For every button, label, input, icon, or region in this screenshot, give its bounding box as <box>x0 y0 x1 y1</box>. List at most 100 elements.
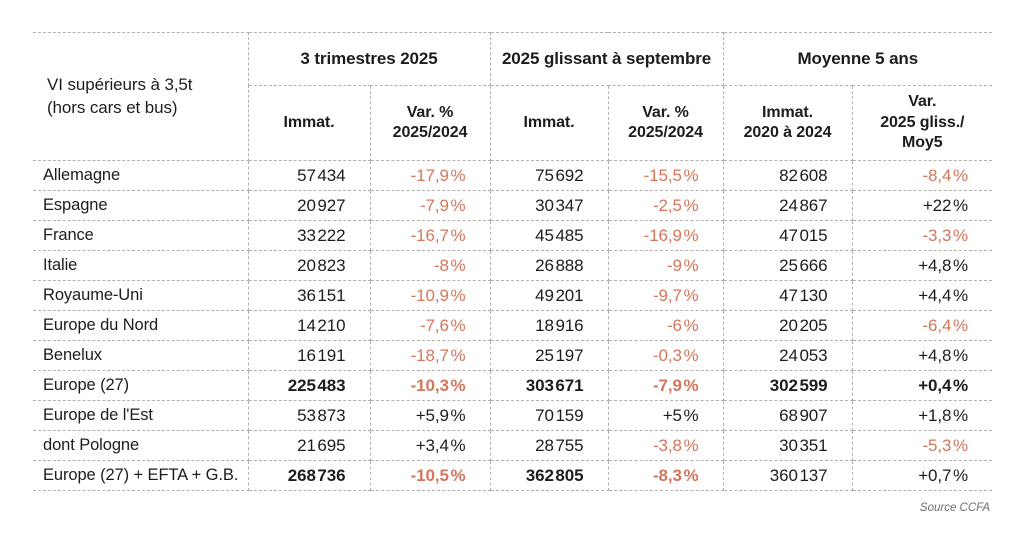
row-value: 268 736 <box>247 460 371 491</box>
row-value: 75 692 <box>489 160 609 191</box>
table-corner-label: VI supérieurs à 3,5t (hors cars et bus) <box>33 32 249 161</box>
row-value: 16 191 <box>247 340 371 371</box>
row-value: 225 483 <box>247 370 371 401</box>
table-row: Europe du Nord 14 210 -7,6 % 18 916 -6 %… <box>33 310 993 341</box>
row-label: dont Pologne <box>33 430 249 461</box>
row-value: +4,8 % <box>851 250 993 281</box>
row-value: -2,5 % <box>607 190 724 221</box>
table-body: Allemagne 57 434 -17,9 % 75 692 -15,5 % … <box>33 160 993 491</box>
table-row: Europe (27) 225 483 -10,3 % 303 671 -7,9… <box>33 370 993 401</box>
row-value: 30 347 <box>489 190 609 221</box>
col-group-moyenne-5-ans: Moyenne 5 ans <box>722 32 993 86</box>
row-value: -7,9 % <box>607 370 724 401</box>
table-row: Europe (27) + EFTA + G.B. 268 736 -10,5 … <box>33 460 993 491</box>
row-value: -10,9 % <box>369 280 491 311</box>
row-value: -8 % <box>369 250 491 281</box>
col-header-immat-trim: Immat. <box>248 85 371 161</box>
row-value: 14 210 <box>247 310 371 341</box>
row-label: Europe du Nord <box>33 310 249 341</box>
col-group-3-trimestres-2025: 3 trimestres 2025 <box>247 32 491 86</box>
row-value: -3,3 % <box>851 220 993 251</box>
col-header-var-moy5: Var. 2025 gliss./ Moy5 <box>851 85 993 161</box>
row-value: 28 755 <box>489 430 609 461</box>
row-value: 36 151 <box>247 280 371 311</box>
row-label: Europe (27) <box>33 370 249 401</box>
row-value: 20 927 <box>247 190 371 221</box>
row-label: France <box>33 220 249 251</box>
table-row: Espagne 20 927 -7,9 % 30 347 -2,5 % 24 8… <box>33 190 993 221</box>
row-value: -10,3 % <box>369 370 491 401</box>
row-value: +0,4 % <box>851 370 993 401</box>
registrations-table: VI supérieurs à 3,5t (hors cars et bus) … <box>33 32 993 491</box>
table-row: Allemagne 57 434 -17,9 % 75 692 -15,5 % … <box>33 160 993 191</box>
row-value: -15,5 % <box>607 160 724 191</box>
table-header: VI supérieurs à 3,5t (hors cars et bus) … <box>33 32 993 161</box>
row-value: 30 351 <box>722 430 853 461</box>
row-value: +3,4 % <box>369 430 491 461</box>
col-header-immat-glissant: Immat. <box>489 85 609 161</box>
row-value: -16,9 % <box>607 220 724 251</box>
source-note: Source CCFA <box>919 502 990 514</box>
row-value: 25 666 <box>722 250 853 281</box>
row-value: -8,3 % <box>607 460 724 491</box>
row-value: 47 015 <box>722 220 853 251</box>
col-group-2025-glissant: 2025 glissant à septembre <box>489 32 724 86</box>
row-value: -9,7 % <box>607 280 724 311</box>
row-value: 20 205 <box>722 310 853 341</box>
table-row: Italie 20 823 -8 % 26 888 -9 % 25 666 +4… <box>33 250 993 281</box>
row-value: +22 % <box>851 190 993 221</box>
header-group-row: VI supérieurs à 3,5t (hors cars et bus) … <box>33 32 993 161</box>
row-value: 303 671 <box>489 370 609 401</box>
row-value: 47 130 <box>722 280 853 311</box>
col-header-immat-2020-2024: Immat. 2020 à 2024 <box>722 85 853 161</box>
table-row: Royaume-Uni 36 151 -10,9 % 49 201 -9,7 %… <box>33 280 993 311</box>
row-value: 57 434 <box>247 160 371 191</box>
row-label: Europe de l'Est <box>33 400 249 431</box>
row-label: Italie <box>33 250 249 281</box>
row-value: 20 823 <box>247 250 371 281</box>
row-value: 18 916 <box>489 310 609 341</box>
row-value: -17,9 % <box>369 160 491 191</box>
row-value: +1,8 % <box>851 400 993 431</box>
row-value: -10,5 % <box>369 460 491 491</box>
row-value: -5,3 % <box>851 430 993 461</box>
row-value: 24 867 <box>722 190 853 221</box>
row-value: 360 137 <box>722 460 853 491</box>
row-value: 68 907 <box>722 400 853 431</box>
row-label: Allemagne <box>33 160 249 191</box>
row-value: -8,4 % <box>851 160 993 191</box>
row-value: 70 159 <box>489 400 609 431</box>
row-value: +4,4 % <box>851 280 993 311</box>
row-value: -9 % <box>607 250 724 281</box>
row-value: -18,7 % <box>369 340 491 371</box>
col-header-var-glissant: Var. % 2025/2024 <box>607 85 724 161</box>
row-value: -7,6 % <box>369 310 491 341</box>
row-value: 33 222 <box>247 220 371 251</box>
table-row: Europe de l'Est 53 873 +5,9 % 70 159 +5 … <box>33 400 993 431</box>
col-header-var-trim: Var. % 2025/2024 <box>369 85 491 161</box>
header-sub-row: Immat. Var. % 2025/2024 Immat. Var. % 20… <box>33 85 993 161</box>
row-value: +0,7 % <box>851 460 993 491</box>
row-value: 21 695 <box>247 430 371 461</box>
row-value: -0,3 % <box>607 340 724 371</box>
row-label: Royaume-Uni <box>33 280 249 311</box>
row-value: 25 197 <box>489 340 609 371</box>
row-value: 302 599 <box>722 370 853 401</box>
row-value: +4,8 % <box>851 340 993 371</box>
table-row: France 33 222 -16,7 % 45 485 -16,9 % 47 … <box>33 220 993 251</box>
row-label: Espagne <box>33 190 249 221</box>
row-value: +5 % <box>607 400 724 431</box>
row-value: 45 485 <box>489 220 609 251</box>
row-value: -16,7 % <box>369 220 491 251</box>
row-value: 362 805 <box>489 460 609 491</box>
row-value: 82 608 <box>722 160 853 191</box>
row-value: 49 201 <box>489 280 609 311</box>
row-value: -6,4 % <box>851 310 993 341</box>
row-value: -7,9 % <box>369 190 491 221</box>
row-value: 26 888 <box>489 250 609 281</box>
table-row: Benelux 16 191 -18,7 % 25 197 -0,3 % 24 … <box>33 340 993 371</box>
row-value: -6 % <box>607 310 724 341</box>
row-value: -3,8 % <box>607 430 724 461</box>
row-value: 53 873 <box>247 400 371 431</box>
